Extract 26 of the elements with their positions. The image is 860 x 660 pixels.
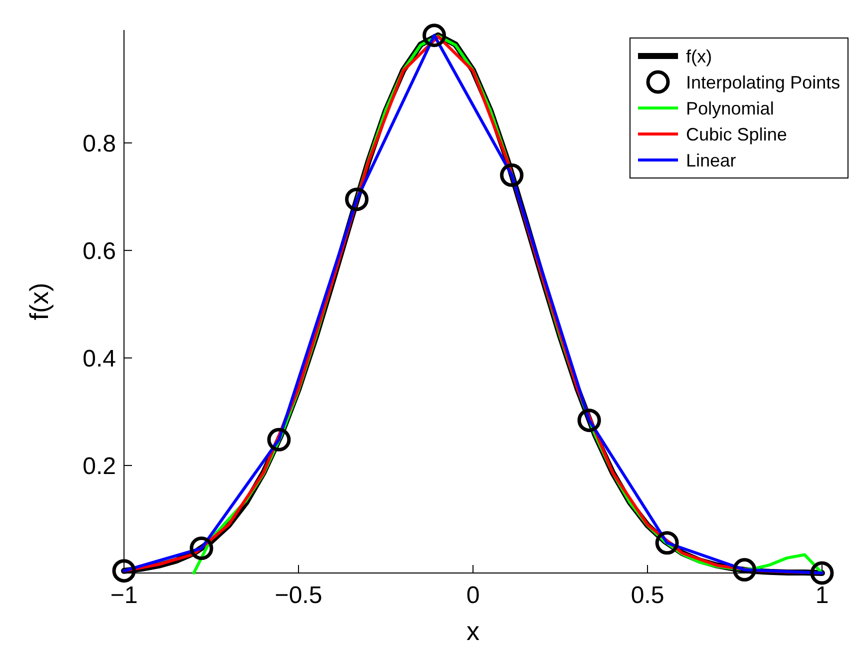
point <box>655 531 679 555</box>
y-axis-title: f(x) <box>24 282 54 320</box>
point <box>500 163 524 187</box>
legend-label: Polynomial <box>686 98 774 118</box>
point <box>810 561 834 585</box>
y-tick-label: 0.2 <box>82 452 116 480</box>
x-tick-label: 0 <box>466 582 480 609</box>
point <box>190 536 214 560</box>
point <box>577 408 601 432</box>
legend-label: f(x) <box>686 46 712 66</box>
point <box>112 559 136 583</box>
point <box>345 188 369 212</box>
point <box>422 24 446 48</box>
point <box>732 558 756 582</box>
legend-label: Linear <box>686 150 736 170</box>
x-tick-label: −0.5 <box>274 582 322 609</box>
point <box>267 428 291 452</box>
y-tick-label: 0.4 <box>82 345 116 372</box>
y-tick-label: 0.6 <box>82 238 116 265</box>
x-tick-label: 0.5 <box>630 582 664 609</box>
legend-label: Cubic Spline <box>686 124 788 144</box>
x-tick-label: 1 <box>815 582 829 609</box>
x-tick-label: −1 <box>110 582 138 609</box>
legend-label: Interpolating Points <box>686 72 840 92</box>
x-axis-title: x <box>466 616 480 646</box>
y-tick-label: 0.8 <box>82 130 116 158</box>
